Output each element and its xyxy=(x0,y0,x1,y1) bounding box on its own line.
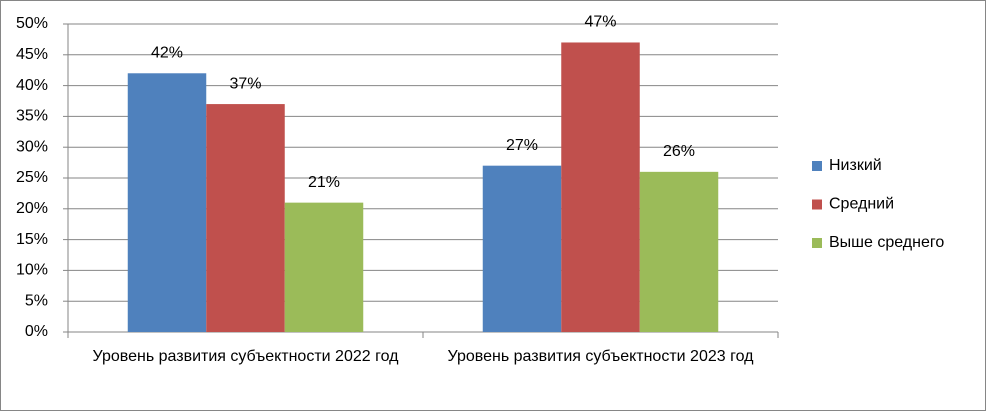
legend-swatch xyxy=(812,238,822,248)
bar xyxy=(206,104,285,332)
bar xyxy=(482,165,562,332)
y-tick-label: 5% xyxy=(25,292,48,309)
legend-label: Низкий xyxy=(829,157,882,174)
legend-label: Средний xyxy=(829,196,894,213)
y-tick-label: 0% xyxy=(25,323,48,340)
y-tick-label: 45% xyxy=(16,46,48,63)
value-label: 26% xyxy=(663,143,695,160)
y-tick-label: 20% xyxy=(16,200,48,217)
value-label: 42% xyxy=(151,44,183,61)
value-label: 37% xyxy=(229,75,261,92)
bar xyxy=(561,42,640,332)
value-label: 21% xyxy=(308,174,340,191)
value-label: 47% xyxy=(584,14,616,31)
x-tick-label: Уровень развития субъектности 2022 год xyxy=(92,348,399,365)
legend-swatch xyxy=(812,199,822,210)
value-label: 27% xyxy=(506,137,538,154)
legend-label: Выше среднего xyxy=(829,234,944,251)
bar xyxy=(127,73,207,332)
bar xyxy=(639,171,719,332)
y-tick-label: 35% xyxy=(16,108,48,125)
y-tick-label: 30% xyxy=(16,138,48,155)
y-tick-label: 15% xyxy=(16,231,48,248)
y-tick-label: 50% xyxy=(16,15,48,32)
y-tick-label: 40% xyxy=(16,77,48,94)
y-tick-label: 10% xyxy=(16,262,48,279)
y-tick-label: 25% xyxy=(16,169,48,186)
x-tick-label: Уровень развития субъектности 2023 год xyxy=(447,348,754,365)
legend-swatch xyxy=(812,161,822,171)
bar xyxy=(284,202,364,332)
